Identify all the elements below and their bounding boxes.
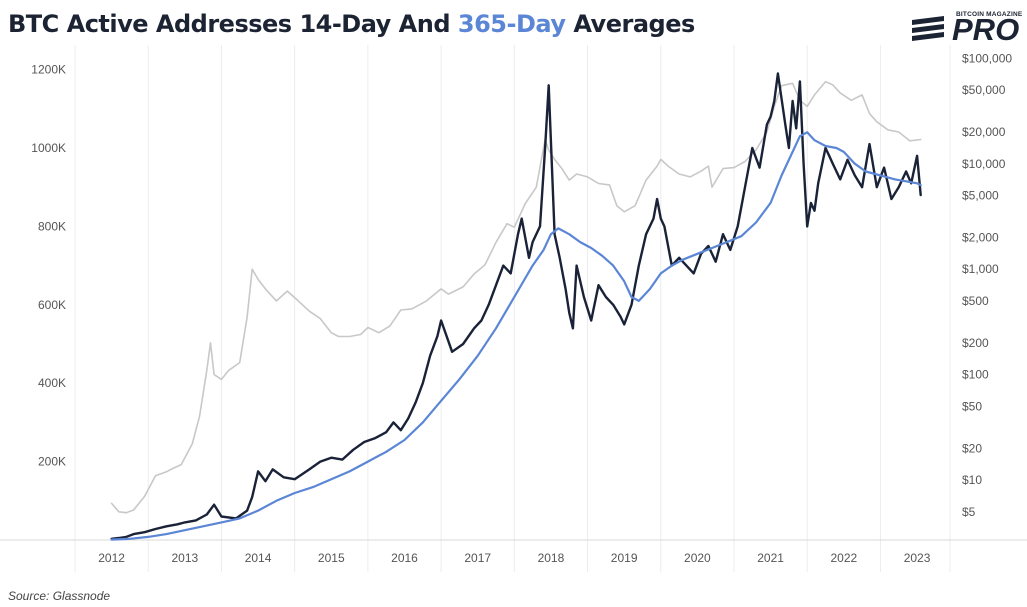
right-tick-label: $20,000 [962, 125, 1006, 139]
chart-area: 2012 2013 2014 2015 2016 2017 2018 2019 2020 2021… [0, 45, 1027, 572]
right-tick-label: $500 [962, 294, 989, 308]
title-part-highlight: 365-Day [457, 10, 566, 38]
x-tick-label: 2012 [98, 551, 125, 565]
left-tick-label: 400K [38, 376, 66, 390]
x-tick-label: 2013 [171, 551, 198, 565]
right-tick-label: $5 [962, 505, 976, 519]
left-tick-label: 200K [38, 455, 66, 469]
stripes-icon [912, 16, 944, 41]
x-tick-label: 2021 [757, 551, 784, 565]
logo-big-text: PRO [952, 12, 1020, 47]
x-tick-label: 2022 [830, 551, 857, 565]
right-tick-label: $50 [962, 399, 982, 413]
title-part-1: BTC Active Addresses 14-Day And [8, 10, 458, 38]
series-line-0 [110, 80, 922, 514]
x-tick-label: 2018 [538, 551, 565, 565]
right-tick-label: $10 [962, 473, 982, 487]
right-tick-label: $5,000 [962, 189, 999, 203]
right-tick-label: $2,000 [962, 230, 999, 244]
x-tick-label: 2015 [318, 551, 345, 565]
right-tick-label: $1,000 [962, 262, 999, 276]
x-tick-label: 2017 [464, 551, 491, 565]
right-tick-label: $10,000 [962, 157, 1006, 171]
x-tick-label: 2016 [391, 551, 418, 565]
left-tick-label: 600K [38, 298, 66, 312]
right-tick-label: $200 [962, 336, 989, 350]
logo-small-text: BITCOIN MAGAZINE [956, 11, 1023, 18]
chart-title: BTC Active Addresses 14-Day And 365-Day … [8, 10, 695, 38]
right-tick-label: $50,000 [962, 83, 1006, 97]
left-tick-label: 1200K [31, 63, 66, 77]
brand-logo: BITCOIN MAGAZINE PRO [910, 8, 1026, 48]
right-tick-label: $100,000 [962, 51, 1012, 65]
left-tick-label: 800K [38, 219, 66, 233]
series-line-2 [110, 131, 922, 541]
series-line-1 [110, 72, 922, 540]
source-note: Source: Glassnode [8, 589, 111, 603]
x-tick-label: 2023 [904, 551, 931, 565]
right-tick-label: $20 [962, 441, 982, 455]
x-tick-label: 2020 [684, 551, 711, 565]
x-tick-label: 2019 [611, 551, 638, 565]
title-part-3: Averages [565, 10, 695, 38]
left-tick-label: 1000K [31, 141, 66, 155]
x-tick-label: 2014 [245, 551, 272, 565]
right-tick-label: $100 [962, 368, 989, 382]
